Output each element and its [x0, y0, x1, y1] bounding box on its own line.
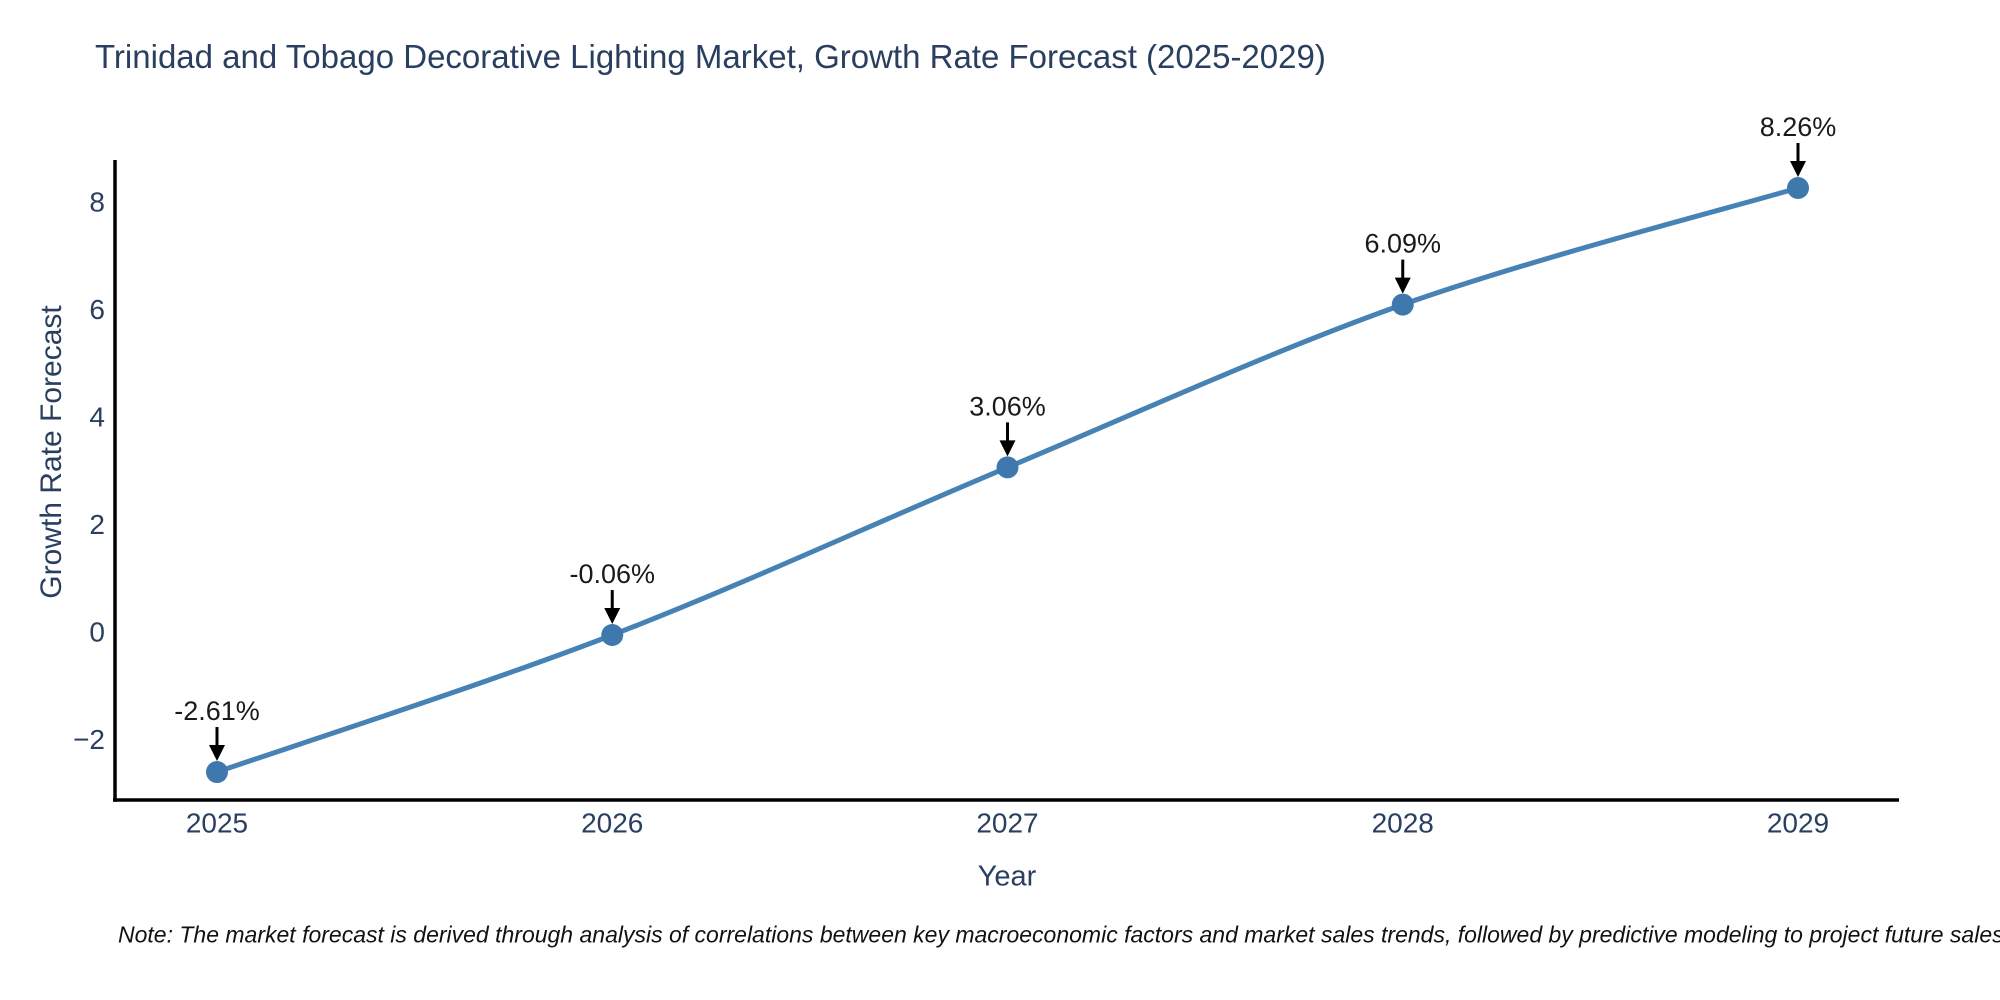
data-point-2026[interactable] [601, 624, 624, 647]
chart-title: Trinidad and Tobago Decorative Lighting … [95, 38, 1326, 75]
annotation-arrowhead-icon-2027 [999, 440, 1016, 457]
forecast-line [214, 185, 1801, 775]
x-tick-label-2026: 2026 [581, 808, 643, 839]
x-tick-label-2025: 2025 [186, 808, 248, 839]
data-point-2027[interactable] [996, 456, 1019, 479]
data-point-2029[interactable] [1787, 176, 1809, 199]
point-annotation-label-2025: -2.61% [174, 696, 260, 726]
annotation-arrowhead-icon-2026 [604, 608, 621, 625]
x-tick-label-2029: 2029 [1767, 808, 1829, 839]
point-annotation-label-2028: 6.09% [1364, 229, 1441, 259]
point-annotation-label-2029: 8.26% [1760, 112, 1837, 142]
x-tick-label-2028: 2028 [1372, 808, 1434, 839]
y-tick-label-8: 8 [89, 186, 105, 217]
x-tick-label-2027: 2027 [976, 808, 1038, 839]
y-tick-label-neg2: −2 [73, 724, 105, 755]
note-text: Note: The market forecast is derived thr… [118, 921, 2000, 948]
point-annotation-label-2026: -0.06% [569, 559, 655, 589]
x-axis-title: Year [977, 860, 1037, 893]
annotation-arrowhead-icon-2028 [1394, 277, 1411, 294]
data-point-2025[interactable] [206, 761, 228, 784]
y-tick-label-2: 2 [89, 509, 105, 540]
point-annotation-label-2027: 3.06% [969, 391, 1046, 421]
y-tick-label-0: 0 [89, 616, 105, 647]
data-point-2028[interactable] [1391, 293, 1414, 316]
y-tick-label-6: 6 [89, 294, 105, 325]
annotation-arrowhead-icon-2025 [209, 745, 225, 762]
y-tick-label-4: 4 [89, 401, 105, 432]
annotation-arrowhead-icon-2029 [1790, 160, 1806, 177]
